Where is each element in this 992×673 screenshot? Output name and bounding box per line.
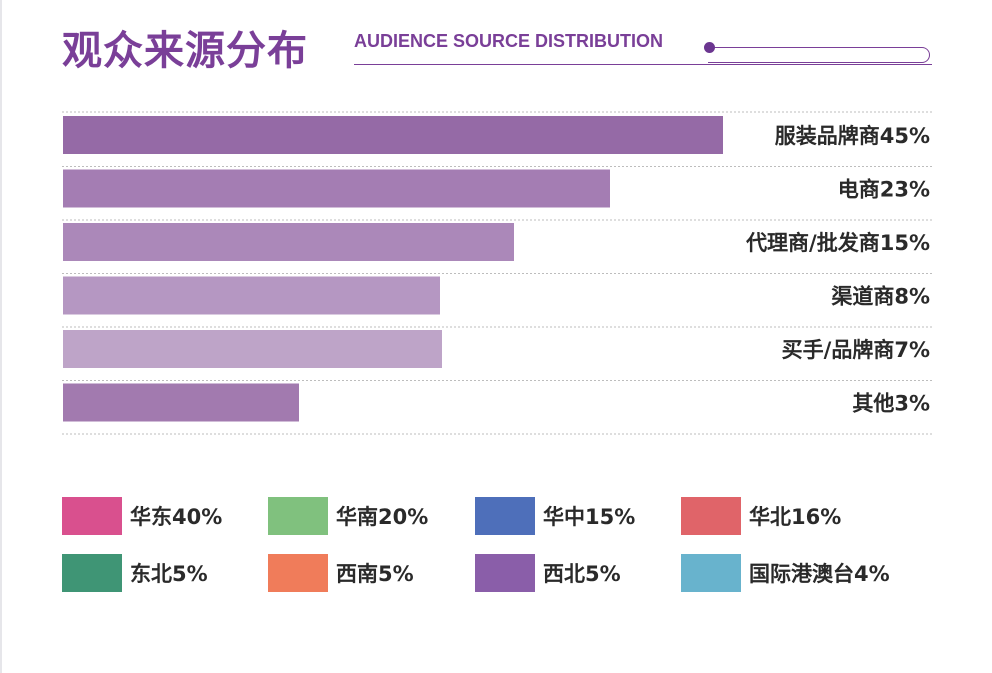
legend-item-5: 西南5%	[268, 554, 414, 592]
legend-item-2: 华中15%	[475, 497, 635, 535]
legend-item-3: 华北16%	[681, 497, 841, 535]
legend-label: 国际港澳台4%	[749, 562, 890, 586]
legend-swatch	[268, 554, 328, 592]
bar-5	[63, 383, 299, 422]
bar-2	[63, 223, 514, 261]
bar-label-4: 买手/品牌商7%	[782, 338, 930, 362]
title-decoration-curve	[708, 47, 930, 63]
title-underline	[354, 64, 932, 65]
legend-item-0: 华东40%	[62, 497, 222, 535]
legend-label: 华东40%	[130, 505, 223, 529]
source-bar-chart: 服装品牌商45% 电商23% 代理商/批发商15% 渠道商8% 买手/品牌商7% 其他3%	[62, 111, 932, 435]
page-subtitle: AUDIENCE SOURCE DISTRIBUTION	[354, 31, 664, 51]
legend-item-7: 国际港澳台4%	[681, 554, 890, 592]
legend-swatch	[475, 497, 535, 535]
bar-label-0: 服装品牌商45%	[775, 124, 930, 148]
page-title: 观众来源分布	[62, 28, 308, 74]
legend-swatch	[475, 554, 535, 592]
legend-swatch	[62, 554, 122, 592]
legend-swatch	[681, 554, 741, 592]
legend-label: 华南20%	[336, 505, 429, 529]
bar-label-2: 代理商/批发商15%	[745, 231, 930, 255]
bar-3	[63, 276, 440, 315]
legend-label: 华中15%	[543, 505, 636, 529]
bar-1	[63, 169, 610, 208]
legend-label: 华北16%	[749, 505, 842, 529]
bar-0	[63, 116, 723, 154]
legend-swatch	[268, 497, 328, 535]
legend-label: 西南5%	[336, 562, 414, 586]
legend-label: 西北5%	[543, 562, 621, 586]
bar-label-1: 电商23%	[838, 178, 930, 202]
legend-swatch	[62, 497, 122, 535]
bar-4	[63, 330, 442, 368]
legend-item-1: 华南20%	[268, 497, 428, 535]
bar-label-5: 其他3%	[852, 392, 930, 416]
legend-swatch	[681, 497, 741, 535]
legend-item-6: 西北5%	[475, 554, 621, 592]
legend-item-4: 东北5%	[62, 554, 208, 592]
legend-label: 东北5%	[130, 562, 208, 586]
bar-label-3: 渠道商8%	[831, 285, 930, 309]
page-edge-rule	[0, 0, 2, 673]
title-decoration-dot	[704, 42, 715, 53]
